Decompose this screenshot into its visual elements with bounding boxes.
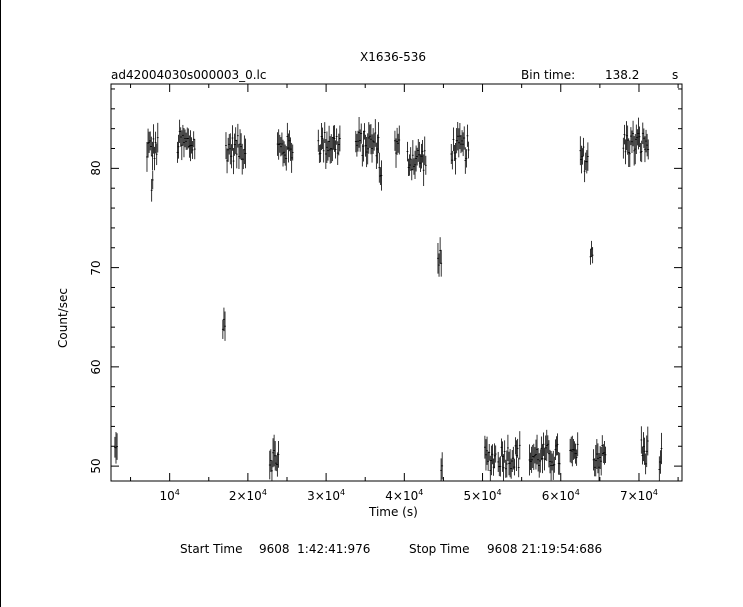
x-tick-label: 2×104 (228, 488, 267, 503)
x-tick-label: 6×104 (541, 488, 580, 503)
x-tick-label: 4×104 (385, 488, 424, 503)
plot-frame (110, 83, 683, 482)
bin-time-label: Bin time: (521, 68, 576, 82)
x-tick-label: 3×104 (307, 488, 346, 503)
bin-time-unit: s (672, 68, 679, 82)
axis-ticks (111, 84, 682, 481)
y-tick-label: 80 (89, 160, 103, 176)
stop-time-label: Stop Time (409, 542, 470, 556)
stop-time-value: 9608 21:19:54:686 (487, 542, 603, 556)
x-tick-label: 5×104 (463, 488, 502, 503)
x-tick-label: 7×104 (619, 488, 658, 503)
y-tick-label: 60 (89, 359, 103, 375)
window-left-border (0, 0, 1, 607)
x-tick-label: 104 (159, 488, 180, 503)
start-time-value: 9608 1:42:41:976 (259, 542, 371, 556)
x-axis-label: Time (s) (369, 505, 418, 519)
y-tick-label: 50 (89, 458, 103, 474)
file-label: ad42004030s000003_0.lc (111, 68, 267, 82)
start-time-label: Start Time (180, 542, 243, 556)
data-points (114, 117, 663, 481)
chart-title: X1636-536 (360, 50, 426, 64)
y-axis-label: Count/sec (56, 288, 70, 348)
bin-time-value: 138.2 (605, 68, 640, 82)
y-tick-label: 70 (89, 259, 103, 276)
